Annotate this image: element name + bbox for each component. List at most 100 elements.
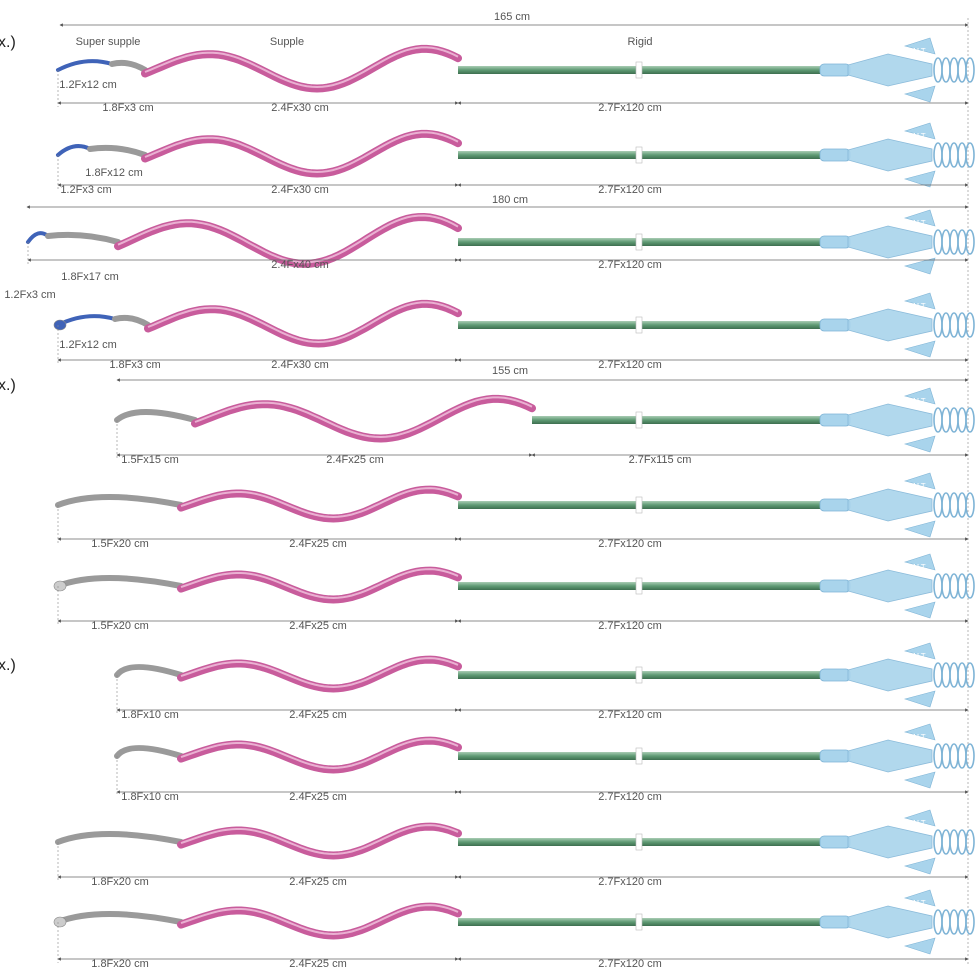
catheter-row-1: BALT 1.2Fx12 cm 1.8Fx3 cm 2.4Fx30 cm 2.7Fx12…: [56, 37, 975, 114]
catheter-row-11: BALT 1.8Fx20 cm 2.4Fx25 cm 2.7Fx120 cm: [53, 889, 975, 970]
segment-label: 2.7Fx120 cm: [598, 791, 662, 803]
segment-label: 1.8Fx20 cm: [91, 958, 148, 970]
segment-label: 2.7Fx120 cm: [598, 876, 662, 888]
supple-segment: [141, 44, 462, 93]
supple-highlight: [180, 657, 459, 689]
hub-fin: [903, 642, 936, 660]
hub-thread: [933, 909, 943, 935]
hub-wing: [847, 403, 933, 437]
tip-grey-segment: [45, 231, 121, 245]
hub-thread: [957, 57, 967, 83]
hub-thread: [949, 909, 959, 935]
hub-thread: [965, 407, 975, 433]
hub-fin: [903, 122, 936, 140]
catheter-row-4: BALT 1.2Fx12 cm 1.8Fx3 cm 2.4Fx30 cm 2.7Fx12…: [53, 292, 975, 371]
hub-thread: [965, 229, 975, 255]
segment-label: 1.8Fx3 cm: [102, 102, 153, 114]
catheter-row-3: BALT 1.8Fx17 cm 1.2Fx3 cm 2.4Fx40 cm 2.7Fx12…: [4, 209, 975, 301]
segment-label: 1.2Fx12 cm: [59, 339, 116, 351]
hub-thread: [933, 407, 943, 433]
hub-thread: [933, 829, 943, 855]
hub-thread: [957, 909, 967, 935]
supple-segment: [177, 655, 462, 693]
supple-segment: [177, 822, 462, 860]
segment-label: 2.7Fx120 cm: [598, 259, 662, 271]
brand-logo-5: BALT: [906, 397, 926, 406]
break-mark: [635, 913, 643, 931]
catheter-row-8: BALT 1.8Fx10 cm 2.4Fx25 cm 2.7Fx120 cm: [114, 642, 975, 721]
hub-wing: [847, 308, 933, 342]
segment-label: 1.5Fx20 cm: [91, 620, 148, 632]
hub-collar: [819, 318, 851, 332]
catheter-row-6: BALT 1.5Fx20 cm 2.4Fx25 cm 2.7Fx120 cm: [55, 472, 975, 550]
hub-wing: [847, 905, 933, 939]
tip-bulb: [53, 580, 67, 592]
segment-label: 1.2Fx3 cm: [60, 184, 111, 196]
break-mark: [635, 833, 643, 851]
tip-grey-segment: [87, 144, 148, 158]
hub-thread: [933, 229, 943, 255]
brand-logo-6: BALT: [906, 482, 926, 491]
hub-collar: [819, 148, 851, 162]
hub-thread: [957, 492, 967, 518]
supple-segment: [141, 129, 462, 178]
hub-thread: [933, 142, 943, 168]
segment-label: 2.4Fx30 cm: [271, 184, 328, 196]
hub-fin: [903, 340, 936, 358]
tip-grey-segment: [114, 664, 184, 678]
zone-rigid-label: Rigid: [627, 36, 652, 48]
brand-logo-2: BALT: [906, 132, 926, 141]
hub-collar: [819, 63, 851, 77]
hub-wing: [847, 569, 933, 603]
break-mark: [635, 577, 643, 595]
hub-thread: [957, 312, 967, 338]
break-mark: [635, 61, 643, 79]
segment-label: 2.7Fx120 cm: [598, 709, 662, 721]
hub-collar: [819, 579, 851, 593]
rigid-segment: [532, 416, 820, 424]
hub-thread: [957, 142, 967, 168]
break-mark: [635, 747, 643, 765]
hub-fin: [903, 170, 936, 188]
segment-label: 2.4Fx25 cm: [289, 709, 346, 721]
tip-bulb: [53, 916, 67, 928]
hub-fin: [903, 937, 936, 955]
hub-fin: [903, 601, 936, 619]
supple-highlight: [194, 396, 533, 439]
segment-label: 2.7Fx120 cm: [598, 620, 662, 632]
hub-thread: [941, 142, 951, 168]
hub-collar: [819, 235, 851, 249]
segment-label: 2.7Fx120 cm: [598, 184, 662, 196]
segment-label: 1.5Fx20 cm: [91, 538, 148, 550]
hub-thread: [941, 492, 951, 518]
break-mark: [635, 146, 643, 164]
hub-thread: [965, 312, 975, 338]
hub-wing: [847, 53, 933, 87]
hub-collar: [819, 835, 851, 849]
hub-thread: [949, 662, 959, 688]
supple-highlight: [180, 738, 459, 770]
supple-segment: [177, 902, 462, 940]
segment-label: 1.2Fx12 cm: [59, 79, 116, 91]
hub-thread: [965, 57, 975, 83]
segment-label: 2.7Fx120 cm: [598, 958, 662, 970]
hub-thread: [949, 743, 959, 769]
segment-label: 1.8Fx10 cm: [121, 791, 178, 803]
segment-label: 1.2Fx3 cm: [4, 289, 55, 301]
hub-thread: [933, 492, 943, 518]
hub-thread: [941, 229, 951, 255]
segment-label: 1.8Fx17 cm: [61, 271, 118, 283]
brand-logo-9: BALT: [906, 733, 926, 742]
segment-label: 2.4Fx25 cm: [289, 791, 346, 803]
tip-grey-segment: [114, 745, 184, 759]
hub-thread: [957, 407, 967, 433]
hub-thread: [933, 57, 943, 83]
total-length-165: 165 cm: [494, 11, 530, 23]
segment-label: 2.7Fx120 cm: [598, 359, 662, 371]
break-mark: [635, 233, 643, 251]
break-mark: [635, 411, 643, 429]
hub-fin: [903, 435, 936, 453]
hub-thread: [933, 312, 943, 338]
hub-fin: [903, 209, 936, 227]
